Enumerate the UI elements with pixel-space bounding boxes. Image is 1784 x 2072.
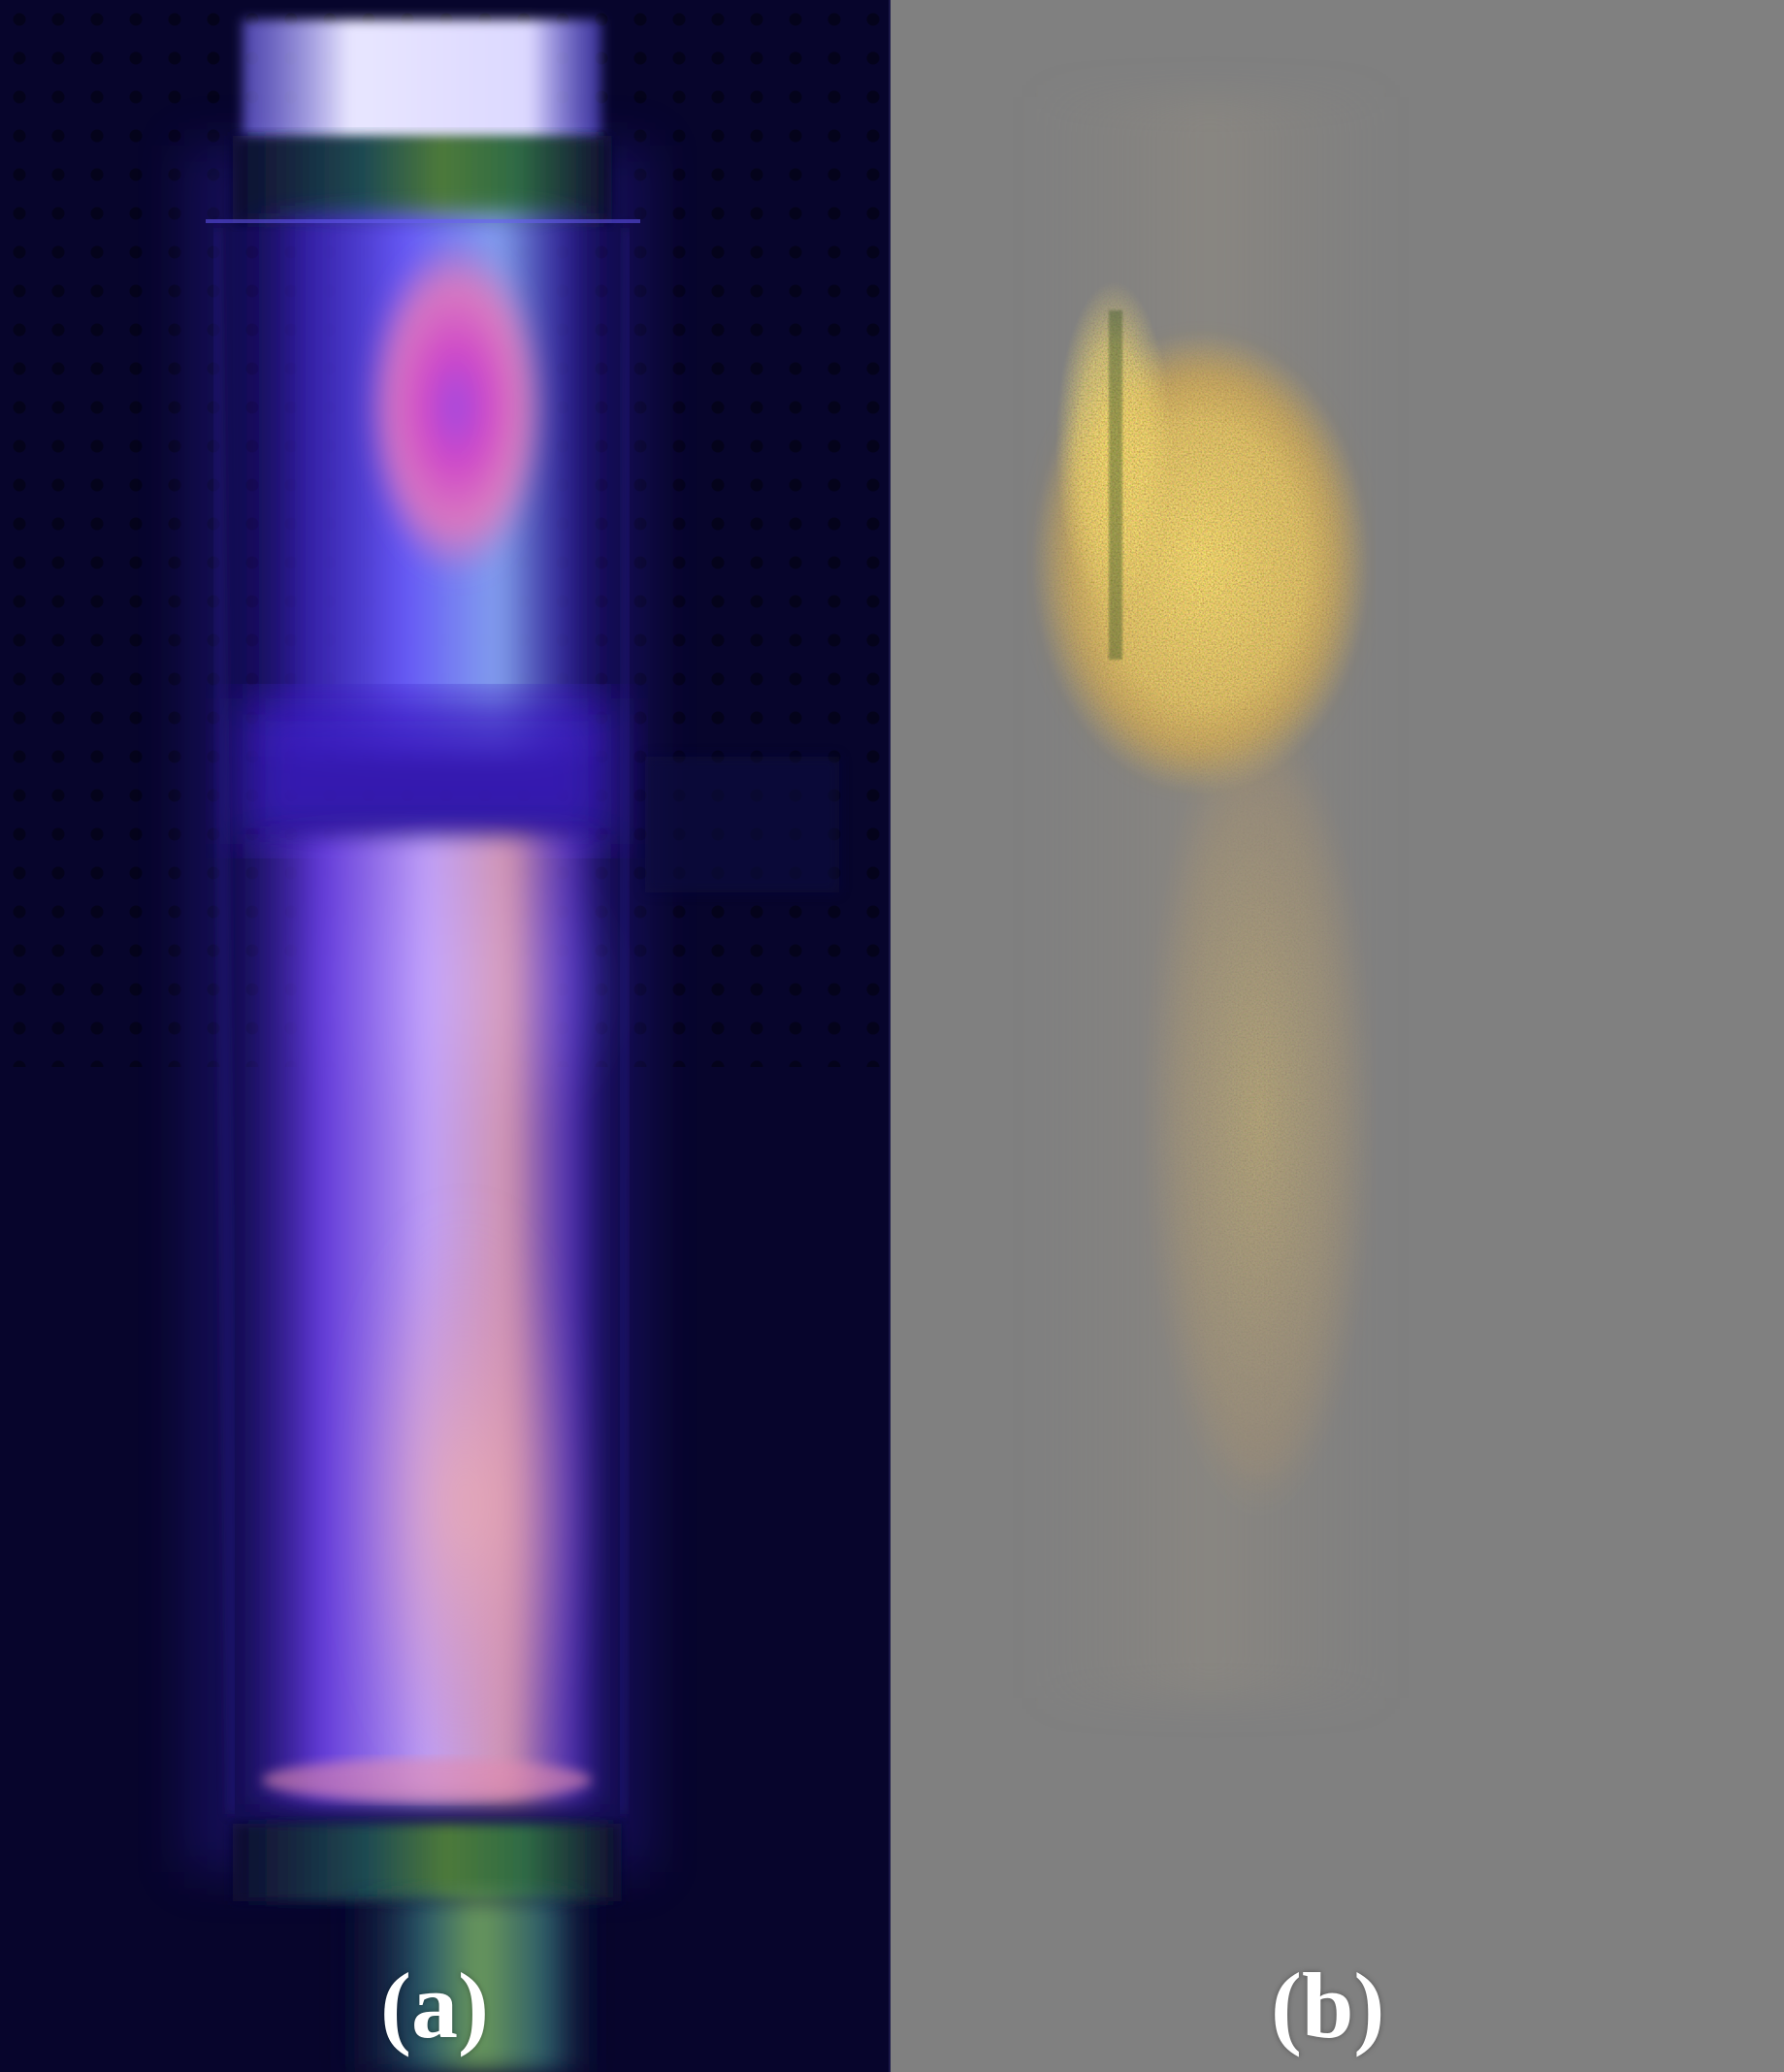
panel-label-a: (a): [380, 1954, 489, 2057]
speckle-map-illustration: [891, 0, 1784, 2072]
panel-a-plasma-photo: (a): [0, 0, 891, 2072]
panel-divider: [889, 0, 892, 2072]
panel-label-b: (b): [1271, 1954, 1385, 2057]
panel-b-difference-image: (b): [891, 0, 1784, 2072]
plasma-tube-illustration: [184, 19, 839, 2072]
